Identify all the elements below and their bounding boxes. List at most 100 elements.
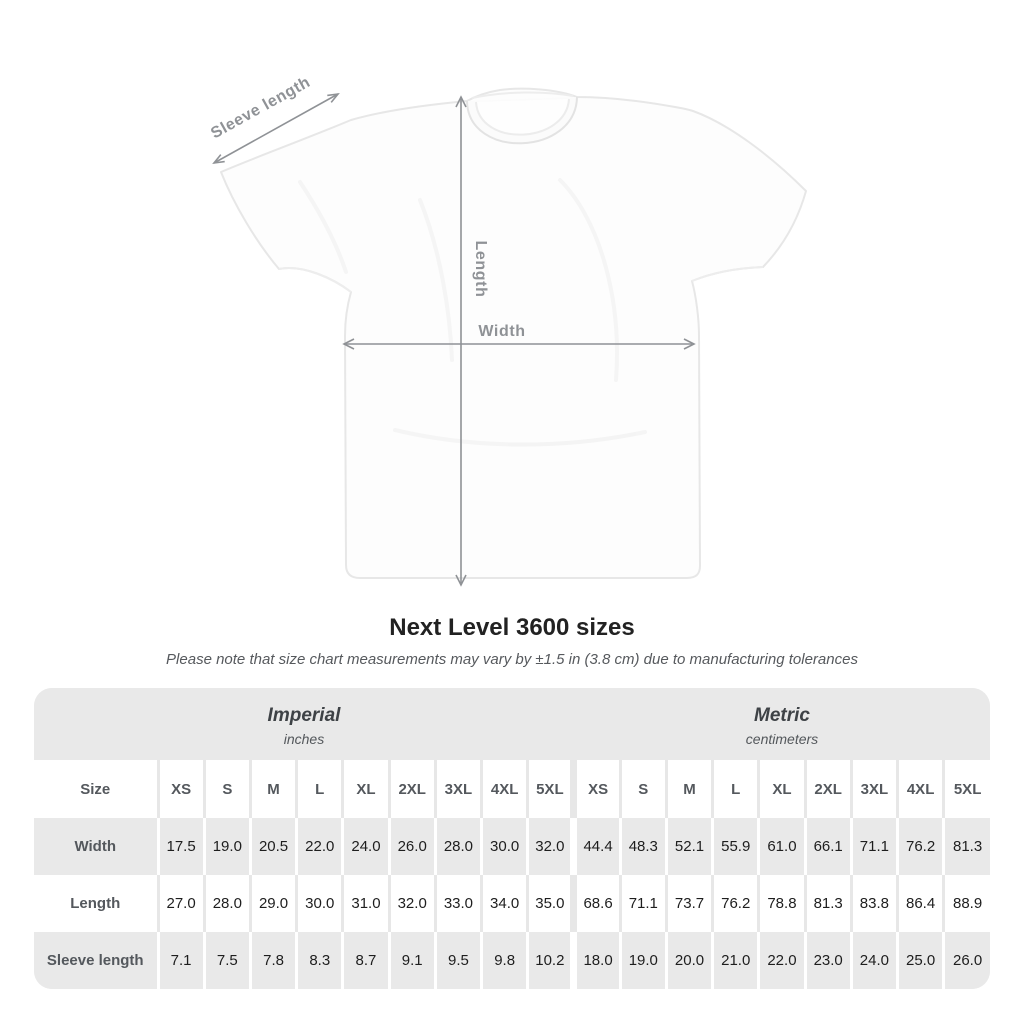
size-header-metric-3xl: 3XL bbox=[849, 760, 898, 818]
measurement-cell: 88.9 bbox=[942, 875, 990, 932]
size-header-imperial-4xl: 4XL bbox=[480, 760, 528, 818]
width-arrow bbox=[342, 338, 696, 350]
imperial-header: Imperial inches bbox=[34, 688, 574, 760]
measurement-cell: 55.9 bbox=[711, 818, 759, 875]
size-header-imperial-2xl: 2XL bbox=[387, 760, 436, 818]
sleeve-length-label: Sleeve length bbox=[208, 74, 313, 143]
measurement-cell: 23.0 bbox=[803, 932, 852, 989]
collar-back-line bbox=[471, 91, 574, 99]
measurement-cell: 31.0 bbox=[341, 875, 390, 932]
row-label: Width bbox=[34, 818, 158, 875]
size-header-row: Size XS S M L XL 2XL 3XL 4XL 5XL XS S M L XL 2XL 3XL 4XL… bbox=[34, 760, 990, 818]
measurement-row: Sleeve length 7.1 7.5 7.8 8.3 8.7 9.1 9.5 9.8 10.… bbox=[34, 932, 990, 989]
measurement-cell: 22.0 bbox=[757, 932, 806, 989]
width-label: Width bbox=[478, 323, 525, 340]
measurement-cell: 32.0 bbox=[526, 818, 574, 875]
measurement-cell: 44.4 bbox=[570, 818, 621, 875]
measurement-cell: 7.5 bbox=[202, 932, 251, 989]
measurement-cell: 27.0 bbox=[156, 875, 205, 932]
size-chart-table: Imperial inches Metric centimeters Size … bbox=[34, 688, 990, 989]
measurement-cell: 24.0 bbox=[341, 818, 390, 875]
measurement-cell: 9.1 bbox=[387, 932, 436, 989]
metric-unit: centimeters bbox=[745, 731, 819, 747]
size-column-header: Size bbox=[34, 760, 158, 818]
measurement-cell: 48.3 bbox=[618, 818, 667, 875]
measurement-cell: 68.6 bbox=[570, 875, 621, 932]
measurement-cell: 7.1 bbox=[156, 932, 205, 989]
measurement-cell: 20.5 bbox=[248, 818, 297, 875]
length-arrow bbox=[455, 95, 467, 587]
measurement-cell: 8.3 bbox=[295, 932, 343, 989]
measurement-cell: 8.7 bbox=[341, 932, 390, 989]
tshirt-illustration: Sleeve length Length Width bbox=[208, 74, 807, 587]
measurement-cell: 20.0 bbox=[664, 932, 713, 989]
measurement-cell: 26.0 bbox=[387, 818, 436, 875]
measurement-cell: 86.4 bbox=[895, 875, 944, 932]
page-title: Next Level 3600 sizes bbox=[389, 614, 635, 641]
tshirt-measurement-diagram: Sleeve length Length Width bbox=[208, 74, 807, 587]
size-header-metric-s: S bbox=[618, 760, 667, 818]
size-header-metric-2xl: 2XL bbox=[803, 760, 852, 818]
size-header-imperial-m: M bbox=[248, 760, 297, 818]
size-header-metric-xl: XL bbox=[757, 760, 806, 818]
size-header-metric-xs: XS bbox=[570, 760, 621, 818]
fabric-wrinkles bbox=[298, 178, 647, 447]
measurement-cell: 28.0 bbox=[202, 875, 251, 932]
unit-system-band: Imperial inches Metric centimeters bbox=[34, 688, 990, 760]
measurement-cell: 76.2 bbox=[711, 875, 759, 932]
right-sleeve-seam bbox=[691, 266, 764, 282]
measurement-cell: 81.3 bbox=[942, 818, 990, 875]
measurement-cell: 19.0 bbox=[202, 818, 251, 875]
imperial-unit: inches bbox=[283, 731, 325, 747]
metric-title: Metric bbox=[754, 705, 810, 726]
measurement-cell: 25.0 bbox=[895, 932, 944, 989]
measurement-cell: 66.1 bbox=[803, 818, 852, 875]
measurement-cell: 26.0 bbox=[942, 932, 990, 989]
measurement-cell: 61.0 bbox=[757, 818, 806, 875]
measurement-cell: 10.2 bbox=[526, 932, 574, 989]
size-header-imperial-xl: XL bbox=[341, 760, 390, 818]
row-label: Sleeve length bbox=[34, 932, 158, 989]
size-header-metric-4xl: 4XL bbox=[895, 760, 944, 818]
size-header-imperial-5xl: 5XL bbox=[526, 760, 574, 818]
tshirt-silhouette bbox=[220, 87, 807, 579]
measurement-cell: 21.0 bbox=[711, 932, 759, 989]
size-header-metric-5xl: 5XL bbox=[942, 760, 990, 818]
measurement-cell: 9.5 bbox=[433, 932, 482, 989]
measurement-cell: 71.1 bbox=[618, 875, 667, 932]
measurement-cell: 19.0 bbox=[618, 932, 667, 989]
measurement-cell: 28.0 bbox=[433, 818, 482, 875]
measurement-cell: 24.0 bbox=[849, 932, 898, 989]
measurement-cell: 30.0 bbox=[295, 875, 343, 932]
measurement-cell: 34.0 bbox=[480, 875, 528, 932]
measurement-cell: 18.0 bbox=[570, 932, 621, 989]
measurement-cell: 22.0 bbox=[295, 818, 343, 875]
length-label: Length bbox=[472, 241, 489, 298]
size-header-imperial-s: S bbox=[202, 760, 251, 818]
measurement-row: Width 17.5 19.0 20.5 22.0 24.0 26.0 28.0 30.0 32.… bbox=[34, 818, 990, 875]
measurement-cell: 81.3 bbox=[803, 875, 852, 932]
size-header-imperial-xs: XS bbox=[156, 760, 205, 818]
measurement-cell: 30.0 bbox=[480, 818, 528, 875]
measurement-cell: 33.0 bbox=[433, 875, 482, 932]
size-header-metric-l: L bbox=[711, 760, 759, 818]
left-sleeve-seam bbox=[278, 267, 352, 293]
measurement-cell: 76.2 bbox=[895, 818, 944, 875]
measurement-cell: 83.8 bbox=[849, 875, 898, 932]
measurement-cell: 7.8 bbox=[248, 932, 297, 989]
tolerance-note: Please note that size chart measurements… bbox=[166, 651, 858, 668]
measurement-cell: 78.8 bbox=[757, 875, 806, 932]
measurements-table: Imperial inches Metric centimeters Size … bbox=[34, 688, 990, 989]
measurement-cell: 52.1 bbox=[664, 818, 713, 875]
row-label: Length bbox=[34, 875, 158, 932]
size-header-imperial-l: L bbox=[295, 760, 343, 818]
sleeve-length-arrow bbox=[212, 92, 340, 165]
measurement-row: Length 27.0 28.0 29.0 30.0 31.0 32.0 33.0 34.0 35… bbox=[34, 875, 990, 932]
size-header-metric-m: M bbox=[664, 760, 713, 818]
measurement-cell: 35.0 bbox=[526, 875, 574, 932]
measurement-cell: 17.5 bbox=[156, 818, 205, 875]
measurement-cell: 32.0 bbox=[387, 875, 436, 932]
measurement-cell: 73.7 bbox=[664, 875, 713, 932]
size-header-imperial-3xl: 3XL bbox=[433, 760, 482, 818]
